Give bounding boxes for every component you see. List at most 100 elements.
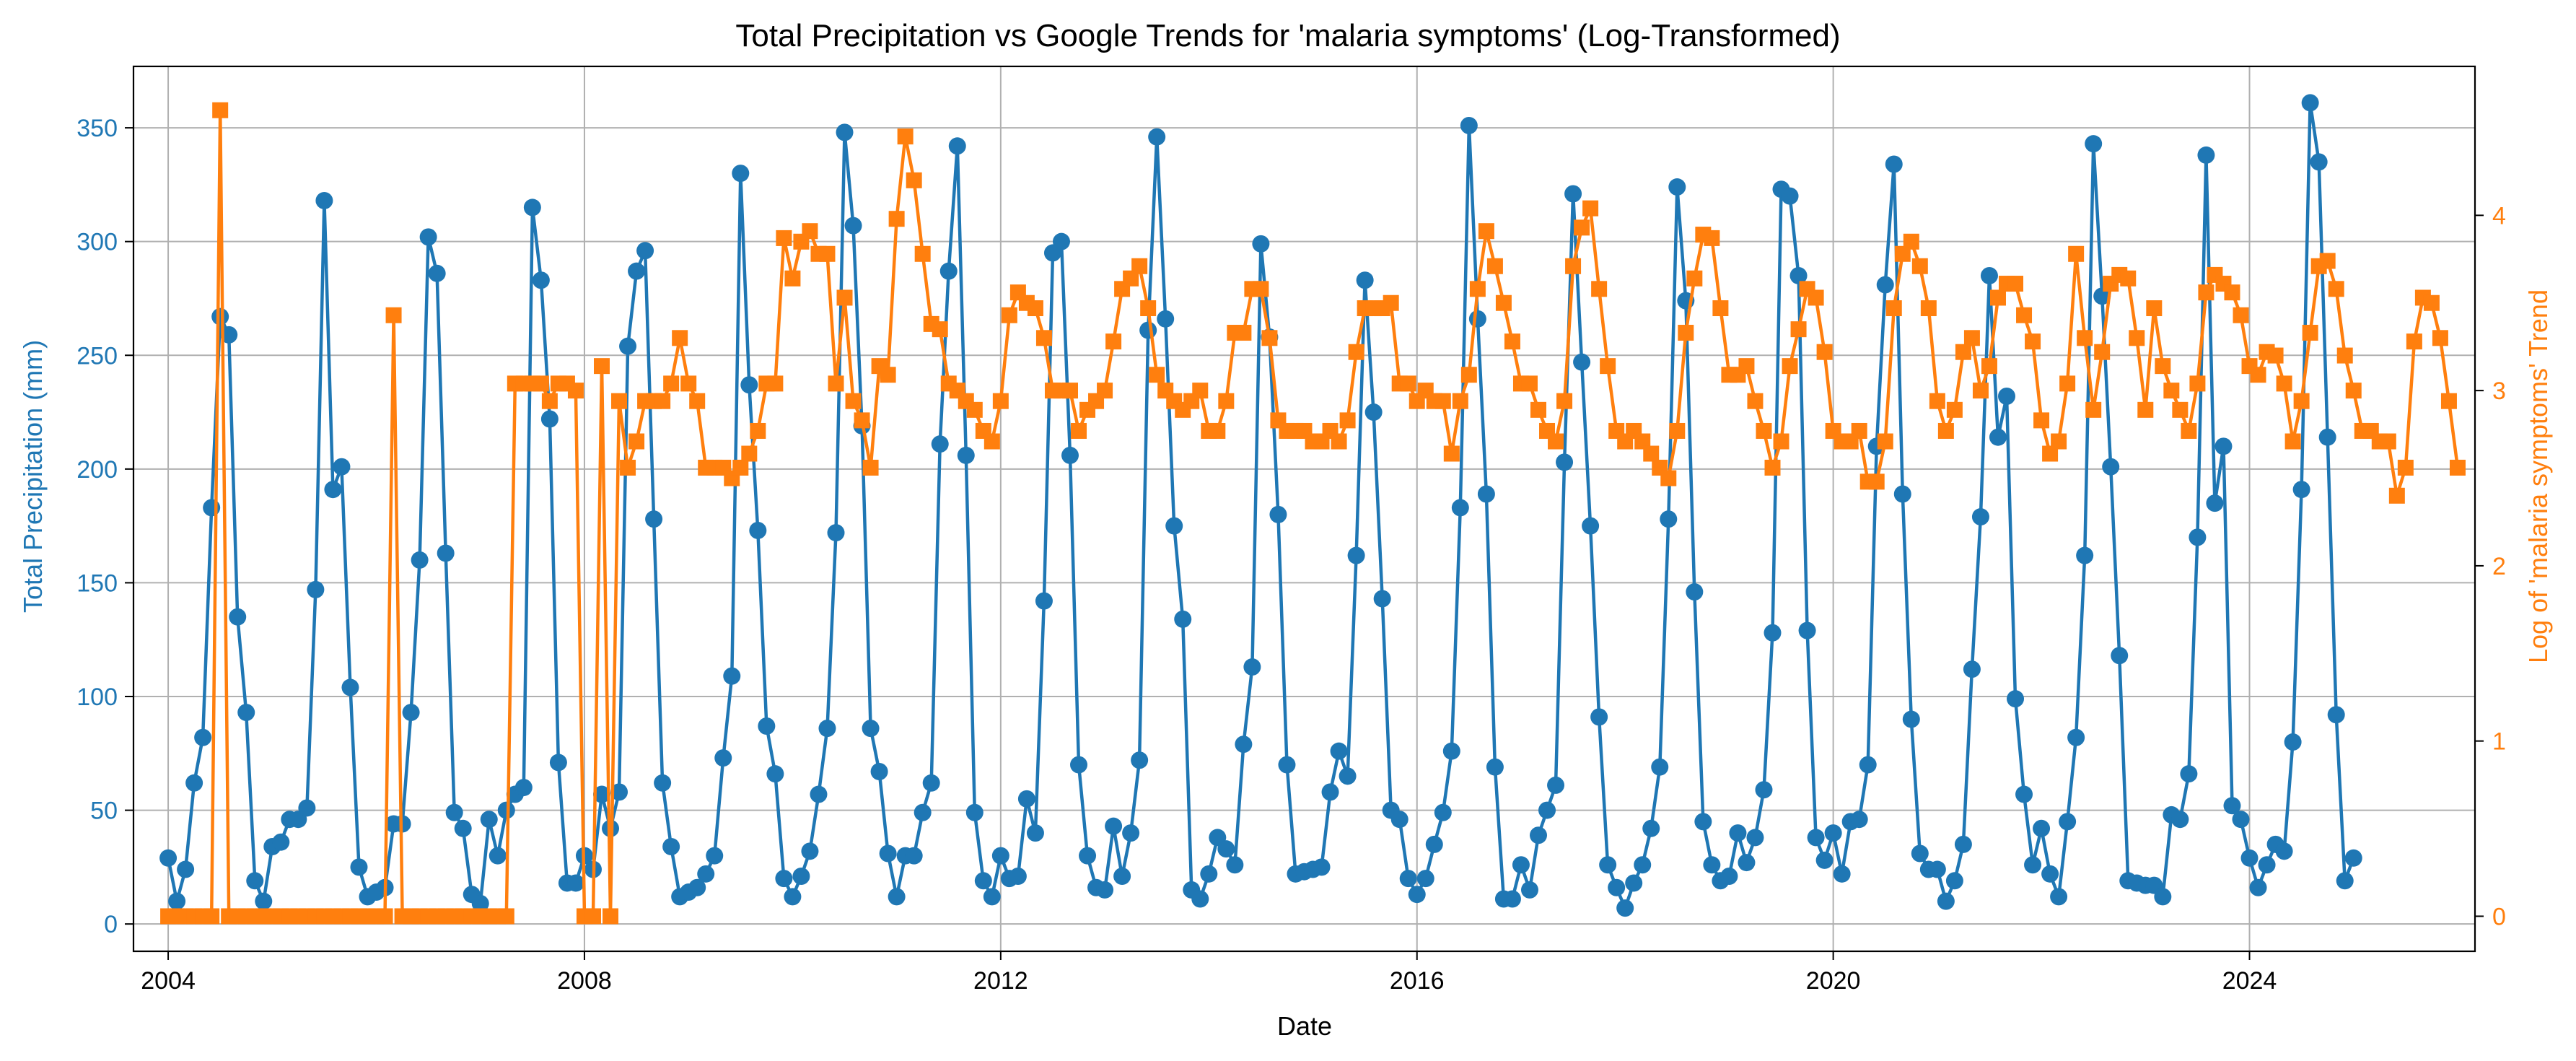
trend-point bbox=[1808, 289, 1824, 306]
trend-point bbox=[672, 330, 688, 346]
precipitation-point bbox=[428, 264, 446, 282]
precipitation-point bbox=[931, 435, 949, 453]
trend-point bbox=[1478, 223, 1494, 240]
precipitation-point bbox=[1738, 854, 1756, 872]
trend-point bbox=[533, 375, 549, 392]
precipitation-point bbox=[1070, 756, 1088, 774]
precipitation-point bbox=[1226, 856, 1244, 874]
precipitation-point bbox=[732, 165, 750, 183]
trend-point bbox=[1495, 294, 1512, 311]
trend-point bbox=[1218, 393, 1235, 409]
trend-point bbox=[1712, 300, 1729, 317]
precipitation-point bbox=[957, 446, 975, 464]
trend-point bbox=[2146, 300, 2163, 317]
trend-point bbox=[2137, 401, 2154, 418]
trend-point bbox=[680, 375, 697, 392]
precipitation-point bbox=[2085, 135, 2103, 153]
precipitation-point bbox=[2041, 865, 2059, 883]
precipitation-point bbox=[1781, 187, 1799, 205]
trend-point bbox=[498, 908, 514, 925]
trend-point bbox=[1105, 333, 1122, 350]
trend-point bbox=[2155, 358, 2171, 375]
precipitation-point bbox=[2327, 706, 2345, 724]
trend-point bbox=[983, 433, 1000, 450]
trend-point bbox=[1486, 258, 1503, 274]
precipitation-point bbox=[1720, 867, 1738, 885]
chart-title: Total Precipitation vs Google Trends for… bbox=[735, 18, 1840, 53]
trend-point bbox=[1955, 344, 1971, 360]
precipitation-point bbox=[480, 811, 498, 829]
precipitation-point bbox=[1815, 851, 1834, 869]
precipitation-point bbox=[922, 774, 940, 792]
trend-point bbox=[2094, 344, 2111, 360]
trend-point bbox=[1660, 470, 1677, 486]
trend-point bbox=[1816, 344, 1833, 360]
x-tick-label: 2024 bbox=[2222, 967, 2277, 995]
trend-point bbox=[1868, 473, 1885, 490]
precipitation-point bbox=[1017, 790, 1035, 808]
trend-point bbox=[1504, 333, 1520, 350]
precipitation-point bbox=[749, 521, 767, 539]
trend-point bbox=[1946, 401, 1963, 418]
trend-point bbox=[1001, 307, 1017, 323]
trend-point bbox=[776, 230, 792, 246]
precipitation-point bbox=[1937, 892, 1955, 910]
precipitation-point bbox=[1963, 660, 1981, 678]
precipitation-point bbox=[1694, 813, 1712, 831]
trend-point bbox=[2059, 375, 2076, 392]
precipitation-point bbox=[1321, 783, 1339, 801]
trend-point bbox=[819, 245, 836, 262]
precipitation-point bbox=[1356, 271, 1374, 289]
trend-point bbox=[1591, 281, 1608, 297]
precipitation-point bbox=[315, 191, 333, 209]
precipitation-point bbox=[2318, 428, 2336, 446]
precipitation-point bbox=[697, 865, 715, 883]
precipitation-point bbox=[1235, 735, 1253, 754]
trend-point bbox=[1383, 294, 1399, 311]
trend-point bbox=[2319, 253, 2336, 269]
precipitation-point bbox=[185, 774, 203, 792]
precipitation-point bbox=[1330, 742, 1348, 760]
precipitation-point bbox=[1850, 811, 1868, 829]
trend-point bbox=[914, 245, 931, 262]
precipitation-point bbox=[2249, 878, 2267, 896]
precipitation-point bbox=[2102, 458, 2120, 476]
trend-point bbox=[2068, 245, 2085, 262]
precipitation-point bbox=[688, 878, 706, 896]
y-axis-right-label: Log of 'malaria symptoms' Trend bbox=[2523, 289, 2553, 663]
x-tick-label: 2012 bbox=[973, 967, 1028, 995]
trend-point bbox=[1773, 433, 1789, 450]
precipitation-point bbox=[1278, 756, 1296, 774]
trend-point bbox=[1452, 393, 1468, 409]
precipitation-point bbox=[350, 858, 368, 876]
precipitation-point bbox=[211, 307, 229, 326]
trend-point bbox=[1261, 330, 1278, 346]
trend-point bbox=[1149, 367, 1165, 383]
trend-point bbox=[1963, 330, 1980, 346]
trend-point bbox=[1894, 245, 1911, 262]
trend-point bbox=[1669, 422, 1686, 439]
precipitation-point bbox=[1122, 824, 1140, 842]
trend-point bbox=[541, 393, 558, 409]
precipitation-point bbox=[1764, 624, 1782, 642]
trend-point bbox=[862, 459, 879, 476]
precipitation-point bbox=[1390, 811, 1409, 829]
precipitation-point bbox=[445, 803, 463, 821]
y-left-tick-label: 150 bbox=[76, 569, 118, 597]
precipitation-point bbox=[237, 704, 255, 722]
precipitation-point bbox=[1079, 847, 1097, 865]
trend-point bbox=[1686, 270, 1703, 287]
y-right-tick-label: 0 bbox=[2492, 903, 2506, 930]
precipitation-point bbox=[177, 860, 195, 878]
precipitation-point bbox=[1859, 756, 1877, 774]
precipitation-point bbox=[471, 894, 489, 912]
precipitation-point bbox=[566, 874, 584, 892]
precipitation-point bbox=[1339, 767, 1357, 785]
precipitation-point bbox=[2189, 528, 2207, 546]
trend-point bbox=[603, 908, 619, 925]
trend-point bbox=[992, 393, 1009, 409]
y-left-tick-label: 300 bbox=[76, 229, 118, 256]
precipitation-point bbox=[2310, 153, 2328, 171]
trend-point bbox=[620, 459, 636, 476]
